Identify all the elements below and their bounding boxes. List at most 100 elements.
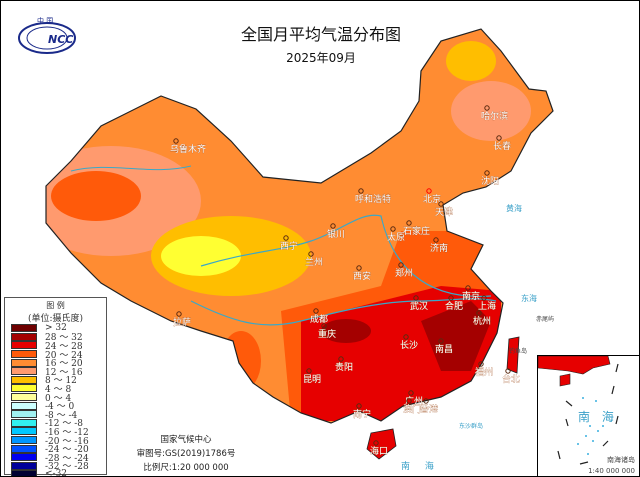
city-marker: 贵阳 [335,356,353,373]
legend-item: -4 ～ 0 [5,401,106,413]
city-dot-icon [438,338,444,344]
city-marker: 济南 [430,237,448,254]
city-label: 长春 [493,140,511,152]
city-label: 郑州 [395,267,413,279]
city-marker: 广州 [405,390,423,407]
city-marker: 台北 [502,368,520,385]
city-label: 南宁 [353,408,371,420]
legend-label: -12 ～ -8 [45,419,83,430]
city-label: 海口 [370,445,388,457]
legend-item: 20 ～ 24 [5,350,106,361]
city-marker: 南昌 [435,338,453,355]
city-dot-icon [406,220,412,226]
legend-swatch [11,453,37,462]
city-marker: 天津 [435,201,453,218]
city-label: 合肥 [445,300,463,312]
city-label: 太原 [387,231,405,243]
legend-label: 28 ～ 32 [45,333,83,344]
legend-swatch [11,350,37,359]
city-marker: 长春 [493,135,511,152]
city-marker: 香港 [420,398,438,415]
city-marker: 乌鲁木齐 [170,138,206,155]
city-dot-icon [448,295,454,301]
city-marker: 海口 [370,440,388,457]
legend-item: 28 ～ 32 [5,332,106,344]
legend-label: -24 ～ -20 [45,445,89,456]
city-dot-icon [465,285,471,291]
city-dot-icon [321,323,327,329]
legend-swatch [11,461,37,470]
svg-text:中 国: 中 国 [37,16,53,25]
city-dot-icon [390,226,396,232]
hainan-island [366,428,397,460]
legend-swatch [11,384,37,393]
city-label: 石家庄 [403,225,430,237]
city-marker: 福州 [475,361,493,378]
city-dot-icon [176,311,182,317]
city-label: 呼和浩特 [355,193,391,205]
city-dot-icon [330,223,336,229]
legend-swatch [11,324,37,333]
city-marker: 武汉 [410,295,428,312]
city-label: 兰州 [305,256,323,268]
city-label: 拉萨 [173,316,191,328]
legend-item: -16 ～ -12 [5,427,106,438]
river-yellow [200,214,492,297]
city-dot-icon [313,308,319,314]
china-border [45,28,554,424]
legend-swatch [11,341,37,350]
city-marker: 长沙 [400,334,418,351]
city-dot-icon [403,334,409,340]
legend-label: 12 ～ 16 [45,367,83,378]
city-label: 贵阳 [335,361,353,373]
legend-swatch [11,358,37,367]
city-label: 南京 [462,290,480,302]
city-label: 成都 [310,313,328,325]
sea-label-donghai: 东海 [521,293,537,303]
city-dot-icon [406,398,412,404]
legend-swatch [11,436,37,445]
taiwan-island [506,336,520,374]
legend-swatch [11,332,37,341]
city-marker: 昆明 [303,368,321,385]
city-marker: 沈阳 [481,170,499,187]
legend-label: 8 ～ 12 [45,376,77,387]
legend-label: -20 ～ -16 [45,436,89,447]
legend-label: <-32 [45,469,68,477]
label-diaoyu: 钓鱼岛 [509,347,527,355]
legend-label: -4 ～ 0 [45,402,75,413]
legend-label: 20 ～ 24 [45,350,83,361]
city-label: 济南 [430,242,448,254]
city-label: 南昌 [435,343,453,355]
city-label: 西宁 [280,240,298,252]
legend-swatch [11,418,37,427]
city-label: 沈阳 [481,175,499,187]
city-marker: 拉萨 [173,311,191,328]
city-label: 广州 [405,395,423,407]
legend-label: -28 ～ -24 [45,453,89,464]
credit-approval: 审图号:GS(2019)1786号 [136,449,236,459]
legend-swatch [11,393,37,402]
city-marker: 西宁 [280,235,298,252]
river-yangtze [190,298,497,326]
city-dot-icon [496,135,502,141]
legend-item: -28 ～ -24 [5,453,106,464]
south-china-sea-inset: 南 海 南海诸岛 1:40 000 000 [537,355,639,476]
city-label: 杭州 [473,315,491,327]
city-label: 台北 [502,373,520,385]
city-marker: 呼和浩特 [355,188,391,205]
svg-text:NCC: NCC [48,33,73,46]
legend-item: -20 ～ -16 [5,436,106,447]
legend-swatch [11,367,37,376]
city-marker: 北京 [423,188,441,205]
legend-swatch [11,427,37,436]
city-label: 长沙 [400,339,418,351]
city-marker: 南宁 [353,403,371,420]
legend-label: -8 ～ -4 [45,410,78,421]
legend-swatch [11,444,37,453]
city-label: 乌鲁木齐 [170,143,206,155]
city-marker: 杭州 [473,310,491,327]
legend-item: 16 ～ 20 [5,358,106,369]
city-marker: 银川 [327,223,345,240]
